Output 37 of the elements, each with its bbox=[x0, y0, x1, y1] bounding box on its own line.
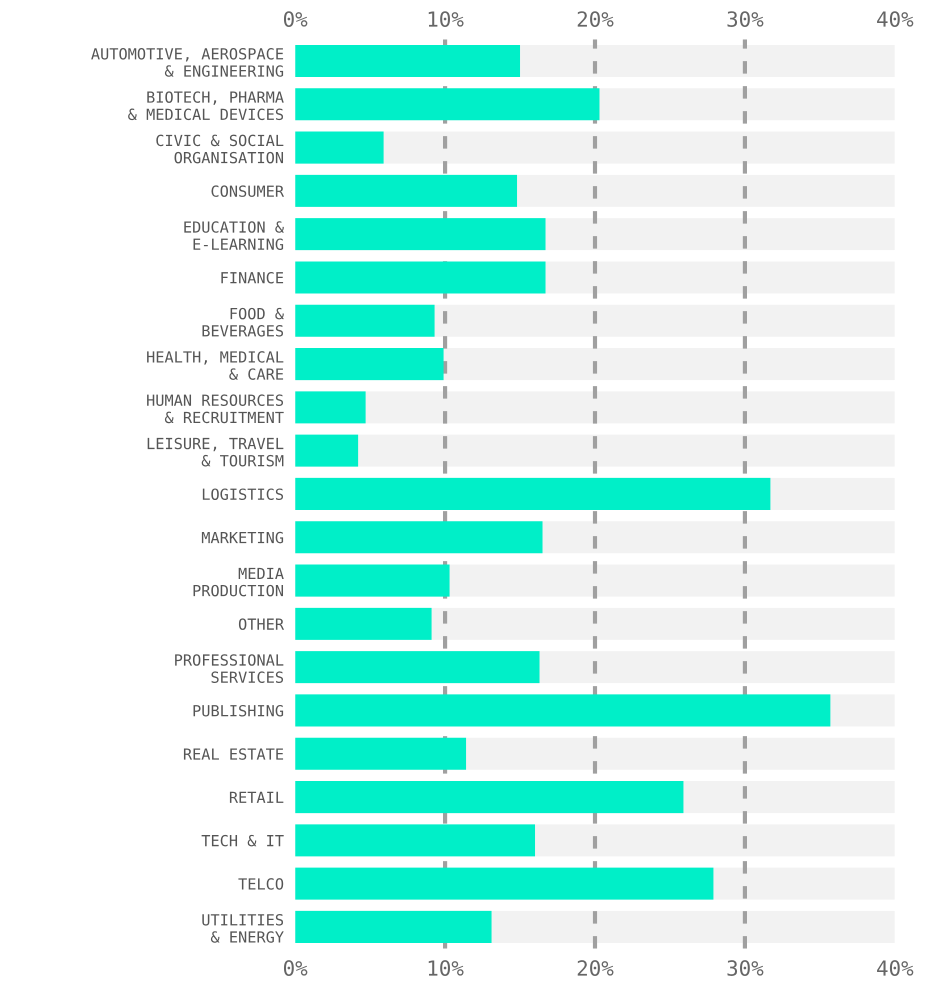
x-tick-label: 30% bbox=[727, 960, 764, 976]
y-tick-label: OTHER bbox=[238, 618, 284, 630]
y-tick-label: PROFESSIONAL SERVICES bbox=[175, 654, 284, 683]
y-tick-label: HUMAN RESOURCES & RECRUITMENT bbox=[147, 394, 284, 424]
y-tick-label: TECH & IT bbox=[202, 834, 284, 846]
x-tick-label: 0% bbox=[284, 960, 308, 976]
y-tick-label: CONSUMER bbox=[212, 185, 284, 197]
y-tick-label: RETAIL bbox=[230, 792, 284, 803]
y-tick-label: UTILITIES & ENERGY bbox=[202, 914, 284, 943]
y-tick-label: PUBLISHING bbox=[194, 704, 284, 717]
x-tick-label: 40% bbox=[877, 960, 914, 976]
y-tick-label: MEDIA PRODUCTION bbox=[194, 568, 284, 596]
y-tick-label: TELCO bbox=[238, 878, 284, 890]
x2-tick-label: 10% bbox=[428, 11, 464, 27]
x2-tick-label: 30% bbox=[727, 11, 764, 27]
bar bbox=[295, 304, 435, 337]
y-tick-label: LEISURE, TRAVEL & TOURISM bbox=[148, 438, 284, 466]
bar bbox=[295, 391, 366, 424]
bar bbox=[295, 608, 432, 640]
y-tick-label: LOGISTICS bbox=[202, 488, 284, 500]
y-tick-label: AUTOMOTIVE, AEROSPACE & ENGINEERING bbox=[91, 48, 284, 77]
y-tick-label: FOOD & BEVERAGES bbox=[202, 308, 284, 337]
bar bbox=[295, 348, 444, 380]
bar bbox=[295, 132, 384, 164]
x2-tick-label: 0% bbox=[284, 11, 308, 27]
x2-tick-label: 40% bbox=[877, 11, 914, 27]
x-tick-label: 20% bbox=[578, 960, 614, 976]
bar bbox=[295, 434, 358, 467]
y-tick-label: EDUCATION & E-LEARNING bbox=[184, 221, 284, 250]
y-tick-label: HEALTH, MEDICAL & CARE bbox=[147, 351, 284, 380]
y-tick-label: BIOTECH, PHARMA & MEDICAL DEVICES bbox=[128, 91, 284, 120]
x2-tick-label: 20% bbox=[578, 11, 614, 27]
y-tick-label: MARKETING bbox=[202, 532, 284, 544]
y-tick-label: FINANCE bbox=[221, 272, 284, 284]
y-tick-label: CIVIC & SOCIAL ORGANISATION bbox=[156, 134, 284, 164]
y-tick-label: REAL ESTATE bbox=[184, 748, 284, 760]
x-tick-label: 10% bbox=[428, 960, 464, 976]
